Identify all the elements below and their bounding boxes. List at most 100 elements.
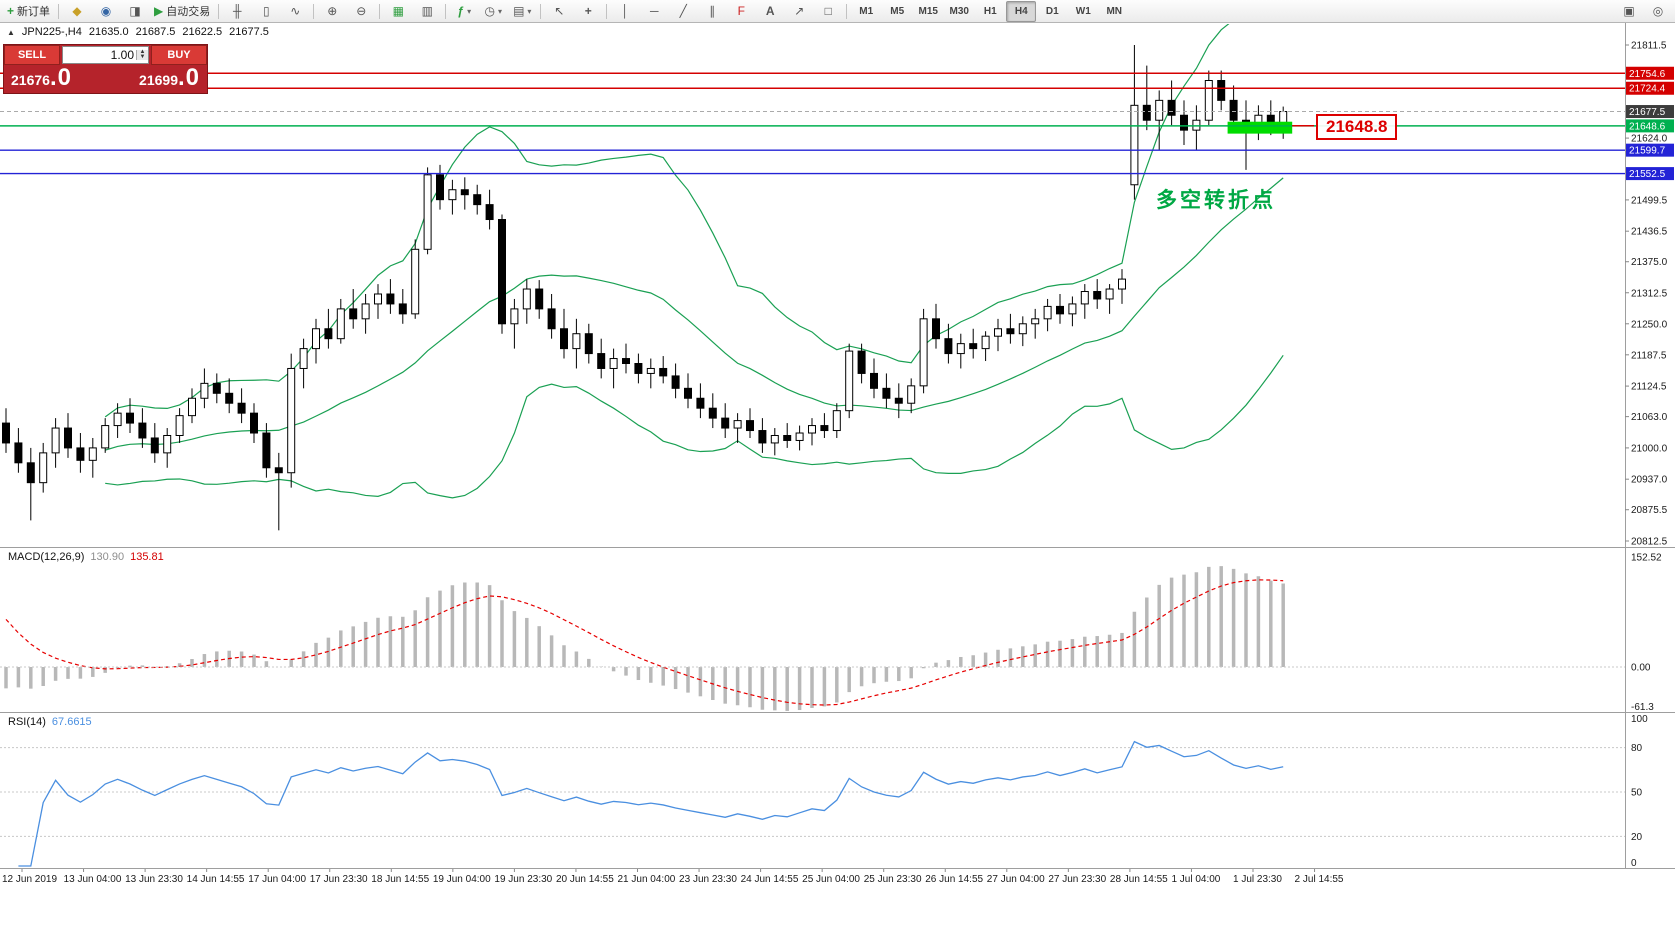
svg-text:21 Jun 04:00: 21 Jun 04:00 — [618, 874, 676, 885]
highlight-band — [1227, 121, 1293, 134]
buy-price-button[interactable]: 21699.0 — [139, 66, 200, 90]
svg-text:20937.0: 20937.0 — [1631, 475, 1668, 486]
bar-chart-icon: ╫ — [232, 4, 242, 18]
svg-text:27 Jun 04:00: 27 Jun 04:00 — [987, 874, 1045, 885]
macd-main-value: 130.90 — [90, 551, 125, 563]
svg-text:26 Jun 14:55: 26 Jun 14:55 — [925, 874, 983, 885]
trendline-button[interactable]: ╱ — [669, 1, 697, 22]
time-axis: 12 Jun 2019 13 Jun 04:00 13 Jun 23:30 14 Ju… — [2, 869, 1344, 885]
chart-title: ▲ JPN225-,H4 21635.0 21687.5 21622.5 216… — [7, 26, 269, 38]
grid-icon: ▦ — [392, 4, 404, 18]
crosshair-button[interactable]: + — [574, 1, 602, 22]
timeframe-m1-button[interactable]: M1 — [859, 5, 874, 17]
rsi-name: RSI(14) — [8, 716, 46, 728]
svg-text:21436.5: 21436.5 — [1631, 227, 1668, 238]
cursor-icon: ↖ — [554, 4, 565, 18]
toolbar-separator — [58, 3, 60, 19]
horizontal-line-button[interactable]: ─ — [640, 1, 668, 22]
svg-text:20 Jun 14:55: 20 Jun 14:55 — [556, 874, 614, 885]
timeframe-h1-button[interactable]: H1 — [983, 5, 997, 17]
toolbar-separator — [846, 3, 848, 19]
search-icon: ◎ — [1652, 4, 1664, 18]
auto-trading-button[interactable]: ▶ 自动交易 — [150, 1, 214, 22]
text-tool-button[interactable]: A — [756, 1, 784, 22]
timeframe-d1-button[interactable]: D1 — [1045, 5, 1059, 17]
price-axis: 21811.5 21624.0 21499.5 21436.5 21375.0 21312… — [1625, 41, 1674, 548]
market-watch-button[interactable]: ◆ — [63, 1, 91, 22]
macd-label: MACD(12,26,9) 130.90 135.81 — [8, 551, 164, 563]
rsi-label: RSI(14) 67.6615 — [8, 716, 92, 728]
shapes-icon: □ — [824, 4, 832, 18]
symbol-period-label: JPN225-,H4 — [21, 26, 82, 38]
timeframe-m30-button[interactable]: M30 — [949, 5, 969, 17]
new-order-label: 新订单 — [17, 6, 51, 18]
periods-button[interactable]: ◷ ▾ — [479, 1, 507, 22]
ohlc-open: 21635.0 — [88, 26, 129, 38]
tile-windows-icon: ▥ — [421, 4, 433, 18]
channel-button[interactable]: ∥ — [698, 1, 726, 22]
arrows-tool-button[interactable]: ↗ — [785, 1, 813, 22]
bar-chart-button[interactable]: ╫ — [223, 1, 251, 22]
crosshair-icon: + — [584, 4, 592, 18]
svg-text:23 Jun 23:30: 23 Jun 23:30 — [679, 874, 737, 885]
volume-up-icon[interactable]: ▲ — [137, 49, 148, 55]
zoom-in-button[interactable]: ⊕ — [318, 1, 346, 22]
navigator-button[interactable]: ◉ — [92, 1, 120, 22]
grid-button[interactable]: ▦ — [384, 1, 412, 22]
new-order-button[interactable]: + 新订单 — [3, 1, 54, 22]
timeframe-m15-button[interactable]: M15 — [918, 5, 938, 17]
buy-button[interactable]: BUY — [151, 45, 207, 65]
buy-price-main: 21699 — [139, 72, 178, 88]
svg-text:20875.5: 20875.5 — [1631, 505, 1668, 516]
fullscreen-button[interactable]: ▣ — [1615, 1, 1643, 22]
svg-text:13 Jun 23:30: 13 Jun 23:30 — [125, 874, 183, 885]
auto-trading-icon: ▶ — [154, 4, 164, 18]
collapse-icon[interactable]: ▲ — [7, 27, 15, 37]
search-button[interactable]: ◎ — [1644, 1, 1672, 22]
templates-button[interactable]: ▤ ▾ — [508, 1, 536, 22]
sell-price-frac: .0 — [49, 64, 72, 91]
new-order-icon: + — [7, 4, 15, 18]
terminal-button[interactable]: ◨ — [121, 1, 149, 22]
vertical-line-icon: │ — [621, 4, 630, 18]
terminal-icon: ◨ — [129, 4, 141, 18]
cursor-button[interactable]: ↖ — [545, 1, 573, 22]
svg-text:-61.3: -61.3 — [1631, 702, 1654, 713]
sell-price-button[interactable]: 21676.0 — [11, 64, 72, 91]
fibonacci-icon: F — [737, 4, 745, 18]
arrows-tool-icon: ↗ — [794, 4, 805, 18]
tile-windows-button[interactable]: ▥ — [413, 1, 441, 22]
toolbar-separator — [379, 3, 381, 19]
fibonacci-button[interactable]: F — [727, 1, 755, 22]
svg-text:14 Jun 14:55: 14 Jun 14:55 — [187, 874, 245, 885]
svg-text:28 Jun 14:55: 28 Jun 14:55 — [1110, 874, 1168, 885]
indicators-button[interactable]: ƒ ▾ — [450, 1, 478, 22]
volume-down-icon[interactable]: ▼ — [137, 54, 148, 60]
zoom-out-button[interactable]: ⊖ — [347, 1, 375, 22]
svg-text:21552.5: 21552.5 — [1629, 169, 1666, 180]
shapes-button[interactable]: □ — [814, 1, 842, 22]
vertical-line-button[interactable]: │ — [611, 1, 639, 22]
svg-text:21724.4: 21724.4 — [1629, 84, 1666, 95]
sell-button[interactable]: SELL — [4, 45, 60, 65]
zoom-in-icon: ⊕ — [327, 4, 338, 18]
svg-text:152.52: 152.52 — [1631, 553, 1662, 564]
timeframe-m5-button[interactable]: M5 — [890, 5, 905, 17]
svg-text:25 Jun 23:30: 25 Jun 23:30 — [864, 874, 922, 885]
timeframe-w1-button[interactable]: W1 — [1075, 5, 1091, 17]
volume-input[interactable]: 1.00 ▲ ▼ — [62, 46, 149, 64]
timeframe-mn-button[interactable]: MN — [1106, 5, 1123, 17]
line-chart-button[interactable]: ∿ — [281, 1, 309, 22]
toolbar-separator — [313, 3, 315, 19]
svg-text:1 Jul 23:30: 1 Jul 23:30 — [1233, 874, 1282, 885]
zoom-out-icon: ⊖ — [356, 4, 367, 18]
chevron-down-icon: ▾ — [467, 6, 472, 16]
templates-icon: ▤ — [513, 4, 525, 18]
svg-text:21187.5: 21187.5 — [1631, 350, 1667, 361]
svg-text:13 Jun 04:00: 13 Jun 04:00 — [64, 874, 122, 885]
fullscreen-icon: ▣ — [1623, 4, 1635, 18]
auto-trading-label: 自动交易 — [166, 6, 211, 18]
timeframe-h4-button[interactable]: H4 — [1006, 0, 1037, 22]
candlestick-chart-button[interactable]: ▯ — [252, 1, 280, 22]
